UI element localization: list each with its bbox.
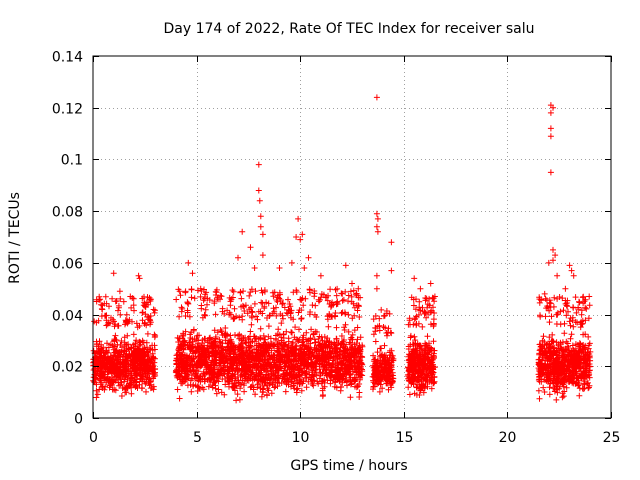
y-tick-label: 0.1 [61,153,83,169]
x-tick-label: 25 [603,430,621,446]
y-tick-label: 0.08 [52,205,83,221]
x-axis: 0 5 10 15 20 25 [89,56,620,446]
x-axis-label: GPS time / hours [290,458,407,474]
x-tick-label: 0 [89,430,98,446]
x-tick-label: 15 [396,430,414,446]
x-tick-label: 20 [499,430,517,446]
y-tick-label: 0.14 [52,50,83,66]
x-tick-label: 5 [193,430,202,446]
y-axis-label: ROTI / TECUs [7,192,23,284]
chart-title: Day 174 of 2022, Rate Of TEC Index for r… [163,21,534,37]
y-tick-label: 0.06 [52,257,83,273]
plot-frame [92,55,612,419]
y-tick-label: 0.12 [52,102,83,118]
y-tick-label: 0.04 [52,309,83,325]
y-axis: 0 0.02 0.04 0.06 0.08 0.1 0.12 0.14 [52,50,611,428]
y-tick-label: 0 [74,412,83,428]
data-points [90,94,594,404]
roti-series-markers [90,94,594,404]
x-tick-label: 10 [292,430,310,446]
y-tick-label: 0.02 [52,360,83,376]
